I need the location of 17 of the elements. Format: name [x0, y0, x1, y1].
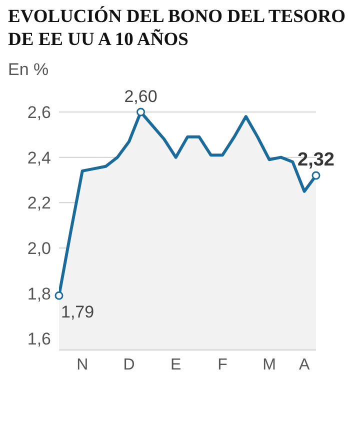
- x-tick-label: F: [218, 356, 228, 374]
- y-tick-label: 2,2: [27, 194, 51, 213]
- x-tick-label: D: [123, 356, 135, 374]
- x-tick-label: N: [76, 356, 88, 374]
- data-label: 1,79: [61, 302, 94, 322]
- x-tick-label: E: [170, 356, 182, 374]
- chart-title: EVOLUCIÓN DEL BONO DEL TESORO DE EE UU A 10 AÑOS: [8, 6, 347, 52]
- y-tick-label: 2,4: [27, 148, 51, 168]
- y-tick-label: 1,6: [27, 330, 51, 349]
- y-tick-label: 1,8: [27, 284, 51, 304]
- x-tick-label: A: [298, 356, 310, 374]
- x-tick-label: M: [262, 356, 276, 374]
- y-axis-title: En %: [8, 60, 50, 80]
- y-tick-label: 2,0: [27, 239, 51, 258]
- y-tick-label: 2,6: [27, 103, 51, 122]
- data-label: 2,60: [124, 87, 158, 106]
- data-label: 2,32: [298, 149, 334, 170]
